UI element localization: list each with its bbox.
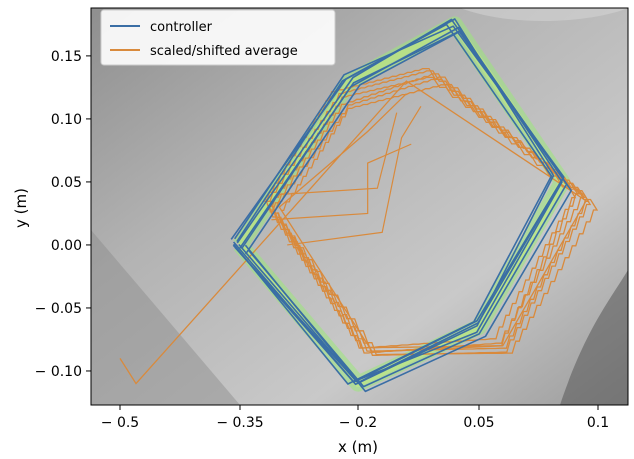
series-scaled-shifted-average-line [276,84,599,356]
series-controller-line [244,30,573,393]
x-tick-label: 0.1 [587,415,609,431]
series-scaled-shifted-average-excursion [279,112,398,196]
y-tick-label: 0.00 [51,238,82,254]
y-axis-label: y (m) [12,188,30,228]
series-scaled-shifted-average-excursion [287,105,422,246]
x-axis-label: x (m) [338,438,378,456]
series-scaled-shifted-average-excursion [271,143,412,221]
x-tick-label: − 0.5 [101,415,139,431]
legend: controller scaled/shifted average [100,9,336,66]
y-tick-label: 0.15 [51,49,82,65]
series-scaled-shifted-average-tail [119,80,587,385]
y-axis: 0.15 0.10 0.05 0.00 − 0.05 − 0.10 [35,49,91,380]
photo-shadow [91,230,240,405]
x-tick-label: − 0.2 [339,415,377,431]
x-axis: − 0.5 − 0.35 − 0.2 0.05 0.1 [101,405,609,431]
y-tick-label: − 0.10 [35,364,82,380]
legend-label-controller: controller [150,20,213,35]
y-tick-label: 0.05 [51,175,82,191]
legend-box [100,9,336,66]
legend-label-scaled-shifted-average: scaled/shifted average [150,44,298,59]
photo-highlight [460,8,628,22]
y-tick-label: 0.10 [51,112,82,128]
y-tick-label: − 0.05 [35,301,82,317]
axes-frame [90,7,629,406]
x-tick-label: − 0.35 [216,415,263,431]
photo-dark-corner [560,270,628,405]
series-scaled-shifted-average-line [268,76,586,354]
series-scaled-shifted-average-line [272,76,592,356]
x-tick-label: 0.05 [463,415,494,431]
series-controller-line [232,18,555,386]
series-scaled-shifted-average [119,67,599,385]
series-controller [230,18,573,393]
